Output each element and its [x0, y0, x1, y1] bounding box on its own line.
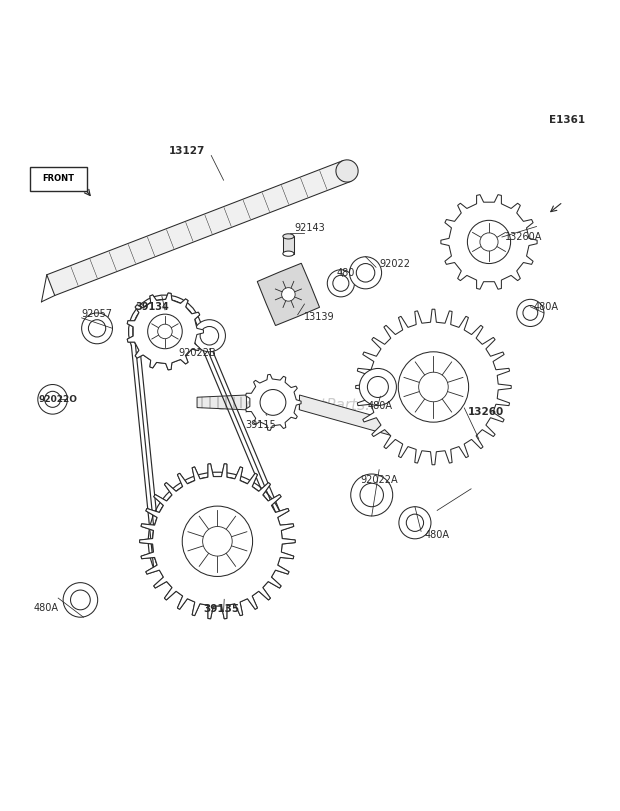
- Text: 480A: 480A: [368, 401, 393, 410]
- Circle shape: [398, 352, 469, 423]
- Text: 92057: 92057: [82, 309, 113, 320]
- Circle shape: [203, 526, 232, 556]
- Circle shape: [356, 264, 375, 282]
- Polygon shape: [356, 309, 512, 465]
- Circle shape: [63, 582, 98, 617]
- Polygon shape: [246, 375, 301, 431]
- Circle shape: [182, 506, 252, 577]
- Text: 39135: 39135: [203, 604, 239, 614]
- Circle shape: [193, 320, 226, 352]
- Circle shape: [333, 275, 349, 291]
- Text: 92022O: 92022O: [38, 395, 78, 404]
- Text: E1361: E1361: [549, 115, 586, 126]
- Circle shape: [71, 590, 91, 610]
- Polygon shape: [127, 293, 203, 370]
- Circle shape: [351, 474, 392, 516]
- Polygon shape: [127, 293, 203, 370]
- Polygon shape: [46, 161, 351, 295]
- Circle shape: [89, 320, 105, 337]
- Circle shape: [350, 257, 381, 289]
- Circle shape: [467, 221, 511, 264]
- Circle shape: [399, 507, 431, 539]
- Circle shape: [281, 288, 295, 301]
- Circle shape: [360, 368, 396, 406]
- Polygon shape: [283, 236, 294, 254]
- Circle shape: [148, 314, 182, 349]
- FancyBboxPatch shape: [30, 167, 87, 191]
- Circle shape: [516, 299, 544, 327]
- Text: 92022A: 92022A: [360, 474, 398, 485]
- Circle shape: [157, 324, 172, 339]
- Circle shape: [360, 483, 383, 507]
- Circle shape: [38, 384, 68, 414]
- Text: 13139: 13139: [304, 312, 334, 322]
- Circle shape: [82, 313, 112, 344]
- Text: 92022B: 92022B: [179, 348, 216, 358]
- Polygon shape: [197, 395, 246, 410]
- Ellipse shape: [283, 234, 294, 239]
- Circle shape: [148, 314, 182, 349]
- Circle shape: [480, 233, 498, 251]
- Text: 92022: 92022: [379, 259, 410, 268]
- Polygon shape: [140, 464, 295, 619]
- Text: 39115: 39115: [246, 420, 276, 431]
- Ellipse shape: [283, 251, 294, 256]
- Circle shape: [157, 324, 172, 339]
- Polygon shape: [140, 464, 295, 619]
- Text: 39134: 39134: [136, 302, 169, 311]
- Text: 480A: 480A: [33, 603, 58, 613]
- Text: 480: 480: [337, 268, 355, 278]
- Text: 480A: 480A: [533, 302, 559, 311]
- Text: 13127: 13127: [169, 146, 205, 157]
- Circle shape: [406, 514, 423, 531]
- Circle shape: [327, 270, 355, 297]
- Circle shape: [203, 526, 232, 556]
- Polygon shape: [441, 195, 537, 290]
- Circle shape: [200, 327, 219, 345]
- Circle shape: [523, 306, 538, 320]
- Text: 92143: 92143: [294, 223, 326, 233]
- Text: 13260A: 13260A: [505, 232, 542, 242]
- Text: 480A: 480A: [424, 530, 449, 540]
- Text: 13260: 13260: [467, 406, 503, 417]
- Text: eReplacementParts.com: eReplacementParts.com: [216, 398, 404, 413]
- Circle shape: [182, 506, 252, 577]
- Circle shape: [368, 376, 388, 397]
- Circle shape: [418, 372, 448, 401]
- Circle shape: [45, 391, 61, 407]
- Polygon shape: [257, 264, 319, 325]
- Polygon shape: [299, 395, 392, 436]
- Text: FRONT: FRONT: [42, 174, 74, 183]
- Ellipse shape: [336, 160, 358, 182]
- Circle shape: [260, 389, 286, 415]
